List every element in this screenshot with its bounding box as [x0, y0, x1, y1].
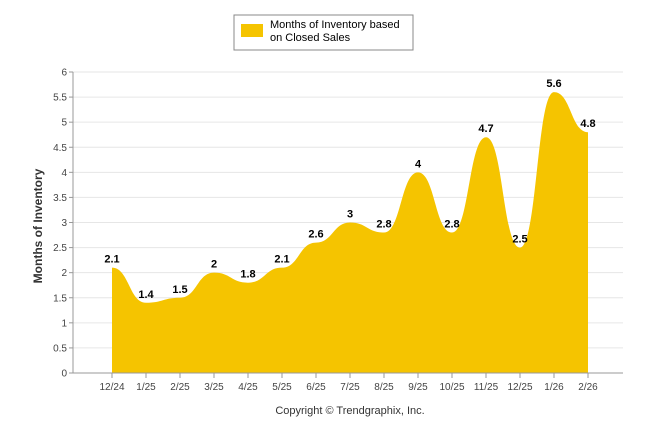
x-tick-label: 4/25 [238, 382, 258, 393]
x-tick-label: 10/25 [439, 382, 464, 393]
y-tick-label: 0 [61, 369, 67, 380]
x-tick-label: 2/26 [578, 382, 598, 393]
data-label: 5.6 [546, 78, 561, 90]
data-label: 2.1 [274, 254, 289, 266]
y-tick-label: 3 [61, 218, 67, 229]
x-tick-label: 11/25 [474, 382, 499, 393]
y-tick-label: 6 [61, 68, 67, 79]
x-tick-label: 1/26 [544, 382, 564, 393]
y-tick-label: 2.5 [53, 243, 67, 254]
y-tick-label: 1 [61, 318, 67, 329]
data-label: 4.7 [478, 123, 493, 135]
data-label: 3 [347, 209, 353, 221]
data-label: 4 [415, 158, 422, 170]
y-tick-label: 3.5 [53, 193, 67, 204]
data-label: 2.8 [376, 219, 391, 231]
data-label: 1.4 [138, 289, 154, 301]
y-tick-label: 5 [61, 118, 67, 129]
data-label: 2.5 [512, 234, 527, 246]
x-tick-label: 2/25 [170, 382, 190, 393]
x-axis: 12/24 1/25 2/25 3/25 4/25 5/25 6/25 7/25 8/25 9/2… [73, 372, 623, 393]
data-label: 2.8 [444, 219, 459, 231]
x-tick-label: 12/25 [507, 382, 532, 393]
y-tick-label: 0.5 [53, 343, 67, 354]
y-tick-label: 2 [61, 268, 67, 279]
legend-box [233, 14, 414, 51]
x-tick-label: 6/25 [306, 382, 326, 393]
y-tick-label: 4.5 [53, 143, 67, 154]
copyright-text: Copyright © Trendgraphix, Inc. [275, 405, 424, 417]
y-tick-label: 1.5 [53, 293, 67, 304]
y-tick-label: 5.5 [53, 93, 67, 104]
y-axis-title: Months of Inventory [31, 168, 45, 283]
x-tick-label: 9/25 [408, 382, 428, 393]
data-label: 2.6 [308, 229, 323, 241]
area-series-inventory [112, 92, 588, 374]
data-label: 1.8 [240, 269, 255, 281]
legend-label-line2: on Closed Sales [270, 32, 351, 44]
y-axis: 0 0.5 1 1.5 2 2.5 3 3.5 4 4.5 5 5.5 6 [53, 68, 74, 380]
y-tick-label: 4 [61, 168, 67, 179]
data-label: 4.8 [580, 118, 595, 130]
legend[interactable]: Months of Inventory based on Closed Sale… [233, 14, 414, 51]
legend-label-line1: Months of Inventory based [270, 19, 400, 31]
x-tick-label: 1/25 [136, 382, 156, 393]
data-label: 1.5 [172, 284, 187, 296]
data-label: 2.1 [104, 254, 119, 266]
legend-swatch [241, 24, 263, 37]
x-tick-label: 5/25 [272, 382, 292, 393]
x-tick-label: 3/25 [204, 382, 224, 393]
data-labels: 2.1 1.4 1.5 2 1.8 2.1 2.6 3 2.8 4 2.8 4.7 2.5 5.6 4.8 [104, 78, 595, 301]
data-label: 2 [211, 259, 217, 271]
x-tick-label: 7/25 [340, 382, 360, 393]
x-tick-label: 12/24 [99, 382, 124, 393]
x-tick-label: 8/25 [374, 382, 394, 393]
